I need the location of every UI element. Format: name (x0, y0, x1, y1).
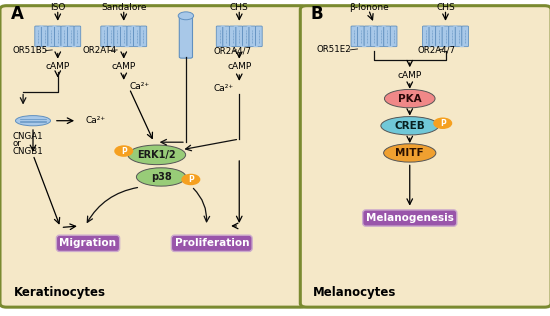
FancyBboxPatch shape (127, 26, 134, 47)
FancyBboxPatch shape (429, 26, 436, 47)
FancyBboxPatch shape (351, 26, 358, 47)
FancyBboxPatch shape (179, 15, 192, 58)
Text: Keratinocytes: Keratinocytes (14, 286, 106, 299)
Ellipse shape (381, 117, 439, 135)
Text: ISO: ISO (50, 3, 65, 11)
Text: Proliferation: Proliferation (174, 238, 249, 248)
Text: cAMP: cAMP (112, 62, 136, 71)
Text: Sandalore: Sandalore (101, 3, 146, 11)
Text: OR2A4/7: OR2A4/7 (418, 46, 456, 54)
Ellipse shape (178, 12, 194, 20)
Text: B: B (311, 5, 323, 23)
Ellipse shape (15, 116, 51, 126)
FancyBboxPatch shape (216, 26, 223, 47)
FancyBboxPatch shape (384, 26, 390, 47)
Text: CNGA1: CNGA1 (12, 132, 43, 141)
FancyBboxPatch shape (223, 26, 229, 47)
FancyBboxPatch shape (0, 6, 307, 307)
FancyBboxPatch shape (61, 26, 68, 47)
Text: P: P (440, 119, 446, 128)
Text: cAMP: cAMP (227, 62, 251, 71)
FancyBboxPatch shape (422, 26, 429, 47)
Text: OR2A4/7: OR2A4/7 (213, 46, 251, 55)
FancyBboxPatch shape (74, 26, 81, 47)
Text: Ca²⁺: Ca²⁺ (213, 84, 234, 93)
FancyBboxPatch shape (371, 26, 377, 47)
FancyBboxPatch shape (236, 26, 243, 47)
Text: CHS: CHS (436, 3, 455, 11)
Ellipse shape (136, 168, 186, 186)
FancyBboxPatch shape (442, 26, 449, 47)
Text: PKA: PKA (398, 94, 421, 104)
FancyBboxPatch shape (140, 26, 147, 47)
Text: MITF: MITF (395, 148, 424, 158)
FancyBboxPatch shape (249, 26, 256, 47)
FancyBboxPatch shape (134, 26, 140, 47)
FancyBboxPatch shape (48, 26, 54, 47)
Ellipse shape (128, 145, 186, 165)
FancyBboxPatch shape (114, 26, 120, 47)
Text: CREB: CREB (394, 121, 425, 131)
FancyBboxPatch shape (256, 26, 262, 47)
Circle shape (182, 174, 200, 185)
Text: A: A (11, 5, 24, 23)
FancyBboxPatch shape (243, 26, 249, 47)
FancyBboxPatch shape (358, 26, 364, 47)
FancyBboxPatch shape (120, 26, 127, 47)
Text: P: P (188, 175, 194, 184)
FancyBboxPatch shape (449, 26, 455, 47)
FancyBboxPatch shape (364, 26, 371, 47)
FancyBboxPatch shape (300, 6, 550, 307)
FancyBboxPatch shape (462, 26, 469, 47)
Text: CNGB1: CNGB1 (12, 147, 43, 155)
Text: Ca²⁺: Ca²⁺ (85, 116, 106, 125)
Ellipse shape (384, 89, 435, 108)
Text: p38: p38 (151, 172, 172, 182)
Text: cAMP: cAMP (46, 62, 70, 71)
Text: or: or (12, 139, 21, 148)
Circle shape (115, 146, 133, 156)
FancyBboxPatch shape (35, 26, 41, 47)
Text: OR2AT4: OR2AT4 (82, 46, 117, 55)
FancyBboxPatch shape (377, 26, 384, 47)
Text: P: P (121, 147, 126, 155)
FancyBboxPatch shape (229, 26, 236, 47)
Circle shape (434, 118, 452, 128)
Text: OR51B5: OR51B5 (12, 46, 47, 55)
Text: Melanogenesis: Melanogenesis (366, 213, 454, 223)
FancyBboxPatch shape (390, 26, 397, 47)
FancyBboxPatch shape (68, 26, 74, 47)
FancyBboxPatch shape (54, 26, 61, 47)
FancyBboxPatch shape (436, 26, 442, 47)
FancyBboxPatch shape (41, 26, 48, 47)
Text: β-Ionone: β-Ionone (349, 3, 388, 11)
FancyBboxPatch shape (101, 26, 107, 47)
Text: cAMP: cAMP (398, 71, 422, 80)
Text: OR51E2: OR51E2 (317, 46, 351, 54)
FancyBboxPatch shape (107, 26, 114, 47)
FancyBboxPatch shape (455, 26, 462, 47)
Ellipse shape (384, 144, 436, 162)
Text: Melanocytes: Melanocytes (312, 286, 396, 299)
Text: ERK1/2: ERK1/2 (138, 150, 176, 160)
Text: CHS: CHS (230, 3, 249, 11)
Text: Migration: Migration (59, 238, 117, 248)
Text: Ca²⁺: Ca²⁺ (129, 82, 150, 91)
